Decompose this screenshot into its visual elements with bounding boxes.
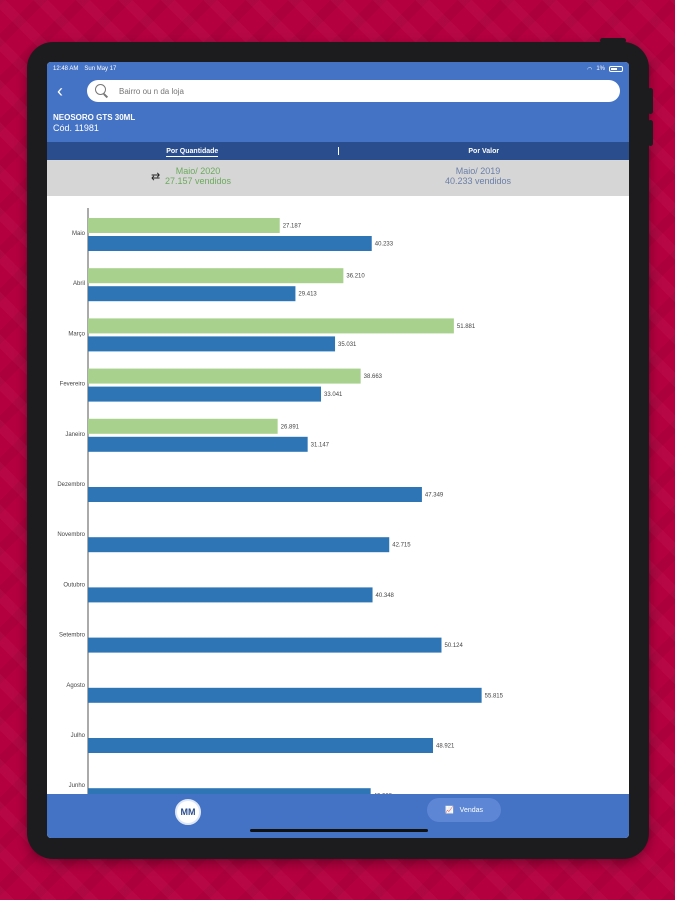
bar-previous[interactable] (88, 487, 422, 502)
home-indicator (250, 829, 428, 832)
bar-value-label: 40.348 (376, 593, 395, 599)
bar-value-label: 38.663 (364, 374, 383, 380)
bar-previous[interactable] (88, 436, 308, 452)
app-header: ‹ NEOSORO GTS 30ML Cód. 11981 (47, 76, 629, 142)
bar-value-label: 50.124 (444, 643, 463, 649)
sales-chart: Maio 27.187 40.233 Abril 36.210 29.413 Março 51… (47, 198, 629, 804)
search-bar[interactable] (87, 80, 620, 102)
bar-previous[interactable] (88, 286, 296, 302)
category-label: Novembro (57, 532, 85, 538)
bar-value-label: 35.031 (338, 342, 357, 348)
bar-value-label: 55.815 (485, 693, 504, 699)
category-label: Abril (73, 281, 85, 287)
bar-previous[interactable] (88, 236, 372, 251)
chart-trend-icon: 📈 (444, 807, 454, 814)
status-bar: 12:48 AM Sun May 17 ◠ 1% (47, 62, 629, 76)
bar-value-label: 27.187 (283, 224, 302, 230)
bar-current[interactable] (88, 368, 361, 384)
category-label: Dezembro (57, 482, 85, 488)
previous-period-label: Maio/ 2019 (455, 166, 501, 176)
search-input[interactable] (119, 86, 599, 96)
search-icon (95, 84, 109, 98)
tab-por-quantidade[interactable]: Por Quantidade (166, 147, 219, 157)
tablet-button-volume-down (648, 120, 653, 146)
swap-icon[interactable]: ⇄ (151, 171, 161, 183)
previous-period-total: 40.233 vendidos (445, 176, 512, 186)
status-time: 12:48 AM (53, 66, 79, 72)
tablet-button-volume-up (648, 88, 653, 114)
bar-value-label: 47.349 (425, 493, 444, 499)
category-label: Fevereiro (60, 382, 86, 388)
tab-bar: Por Quantidade Por Valor (47, 142, 629, 160)
bar-current[interactable] (88, 218, 280, 233)
bar-value-label: 33.041 (324, 392, 343, 398)
vendas-button[interactable]: 📈 Vendas (427, 798, 501, 822)
battery-percent: 1% (596, 66, 605, 72)
product-name: NEOSORO GTS 30ML (53, 113, 136, 122)
bar-value-label: 40.233 (375, 242, 394, 248)
category-label: Julho (71, 733, 86, 739)
current-period-total: 27.157 vendidos (165, 176, 232, 186)
tab-separator (337, 147, 339, 155)
bottom-bar: MM 📈 Vendas (47, 794, 629, 838)
wifi-icon: ◠ (587, 66, 593, 73)
bar-previous[interactable] (88, 537, 390, 553)
category-label: Setembro (59, 633, 86, 639)
vendas-label: Vendas (459, 806, 484, 814)
bar-previous[interactable] (88, 336, 336, 352)
bar-value-label: 26.891 (281, 424, 300, 430)
bar-value-label: 42.715 (392, 543, 411, 549)
product-code: Cód. 11981 (53, 123, 99, 133)
bar-current[interactable] (88, 318, 454, 334)
bar-previous[interactable] (88, 738, 434, 753)
category-label: Março (68, 331, 85, 337)
category-label: Outubro (63, 582, 85, 588)
tab-por-valor[interactable]: Por Valor (468, 147, 500, 155)
period-comparison: ⇄ Maio/ 2020 27.157 vendidos Maio/ 2019 … (47, 160, 629, 196)
previous-period-summary: Maio/ 2019 40.233 vendidos (445, 166, 511, 186)
bar-value-label: 29.413 (298, 292, 317, 298)
mm-logo[interactable]: MM (175, 799, 201, 825)
bar-value-label: 48.921 (436, 744, 455, 750)
bar-value-label: 31.147 (311, 442, 330, 448)
category-label: Maio (72, 231, 86, 237)
bar-current[interactable] (88, 268, 344, 284)
bar-previous[interactable] (88, 637, 442, 653)
battery-icon (609, 66, 623, 72)
tablet-button-top (600, 38, 626, 43)
bar-value-label: 36.210 (346, 274, 365, 280)
category-label: Janeiro (65, 432, 85, 438)
bar-previous[interactable] (88, 587, 373, 603)
category-label: Agosto (66, 683, 85, 689)
status-date: Sun May 17 (84, 66, 117, 72)
current-period-summary: Maio/ 2020 27.157 vendidos (165, 166, 231, 186)
app-screen: 12:48 AM Sun May 17 ◠ 1% ‹ NEOSORO GTS 3… (47, 62, 629, 838)
bar-previous[interactable] (88, 687, 482, 703)
category-label: Junho (69, 783, 86, 789)
product-info: NEOSORO GTS 30ML Cód. 11981 (53, 113, 135, 133)
bar-previous[interactable] (88, 386, 322, 402)
current-period-label: Maio/ 2020 (175, 166, 221, 176)
bar-chart-svg: Maio 27.187 40.233 Abril 36.210 29.413 Março 51… (57, 208, 504, 804)
bar-current[interactable] (88, 418, 278, 434)
bar-value-label: 51.881 (457, 324, 476, 330)
back-chevron-icon[interactable]: ‹ (57, 81, 63, 101)
